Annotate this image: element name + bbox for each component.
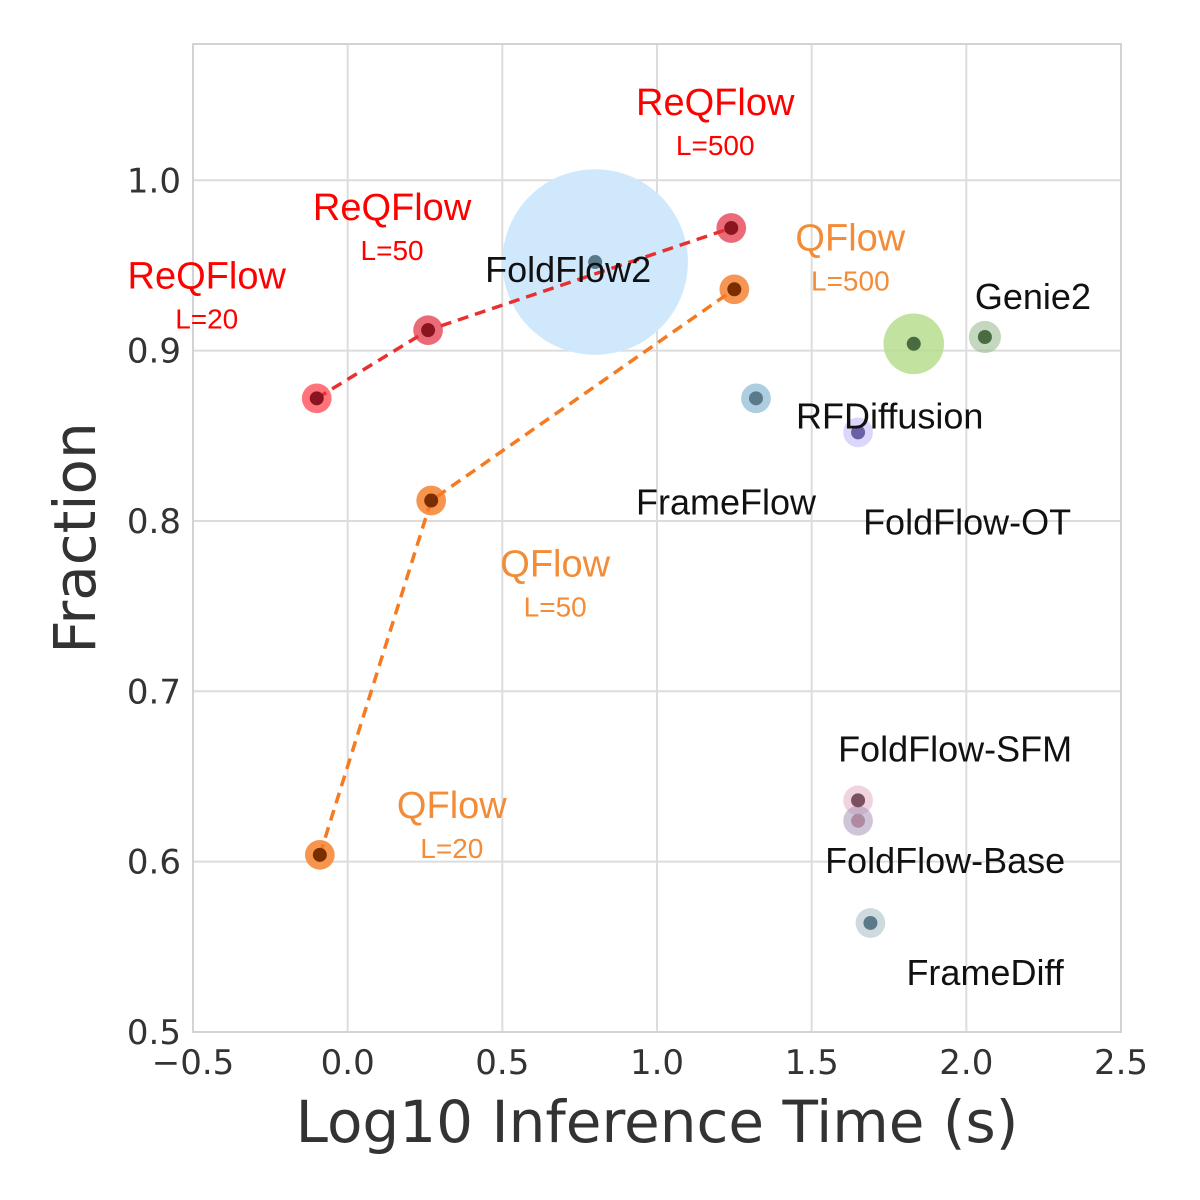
center-dot — [421, 323, 436, 338]
y-axis-title: Fraction — [41, 422, 109, 654]
center-dot — [977, 329, 992, 344]
label-frameflow: FrameFlow — [636, 481, 817, 522]
center-dot — [309, 391, 324, 406]
label-qflow: QFlow — [397, 785, 507, 827]
x-tick-label: 2.5 — [1094, 1043, 1148, 1083]
y-tick-label: 0.7 — [127, 672, 181, 712]
label-foldflow-sfm: FoldFlow-SFM — [838, 728, 1072, 769]
center-dot — [588, 255, 603, 270]
center-dot — [863, 915, 878, 930]
center-dot — [851, 813, 866, 828]
label-reqflow: ReQFlow — [313, 187, 472, 229]
center-dot — [748, 391, 763, 406]
x-tick-label: −0.5 — [152, 1043, 235, 1083]
x-tick-label: 1.5 — [785, 1043, 839, 1083]
x-axis-title: Log10 Inference Time (s) — [296, 1088, 1019, 1156]
y-tick-label: 1.0 — [127, 161, 181, 201]
trend-line-qflow — [318, 287, 736, 856]
point-labels: FoldFlow2 Genie2 RFDiffusion FrameFlow FoldF… — [128, 82, 1091, 993]
center-dots — [309, 220, 992, 930]
y-tick-label: 0.8 — [127, 502, 181, 542]
label-length: L=50 — [361, 235, 424, 266]
center-dot — [724, 220, 739, 235]
label-length: L=20 — [175, 303, 238, 334]
label-length: L=20 — [420, 833, 483, 864]
label-framediff: FrameDiff — [906, 952, 1064, 993]
x-tick-label: 0.0 — [321, 1043, 375, 1083]
label-foldflow-ot: FoldFlow-OT — [863, 501, 1071, 542]
label-reqflow: ReQFlow — [128, 255, 287, 297]
x-tick-label: 2.0 — [939, 1043, 993, 1083]
x-tick-label: 1.0 — [630, 1043, 684, 1083]
center-dot — [851, 425, 866, 440]
label-foldflow2: FoldFlow2 — [485, 249, 651, 290]
label-length: L=50 — [524, 592, 587, 623]
center-dot — [851, 793, 866, 808]
y-tick-label: 0.6 — [127, 843, 181, 883]
x-tick-label: 0.5 — [475, 1043, 529, 1083]
label-reqflow: ReQFlow — [636, 82, 795, 124]
y-tick-label: 0.5 — [127, 1013, 181, 1053]
label-qflow: QFlow — [500, 544, 610, 586]
label-genie2: Genie2 — [975, 276, 1091, 317]
y-tick-label: 0.9 — [127, 332, 181, 372]
label-length: L=500 — [676, 130, 755, 161]
center-dot — [906, 336, 921, 351]
y-tick-labels: 0.5 0.6 0.7 0.8 0.9 1.0 — [127, 161, 181, 1053]
center-dot — [424, 493, 439, 508]
label-foldflow-base: FoldFlow-Base — [825, 840, 1065, 881]
label-qflow: QFlow — [795, 217, 905, 259]
plot-frame — [192, 43, 1122, 1033]
center-dot — [312, 847, 327, 862]
label-length: L=500 — [811, 265, 890, 296]
center-dot — [727, 282, 742, 297]
label-rfdiffusion: RFDiffusion — [796, 395, 983, 436]
x-tick-labels: −0.5 0.0 0.5 1.0 1.5 2.0 2.5 — [152, 1043, 1148, 1083]
